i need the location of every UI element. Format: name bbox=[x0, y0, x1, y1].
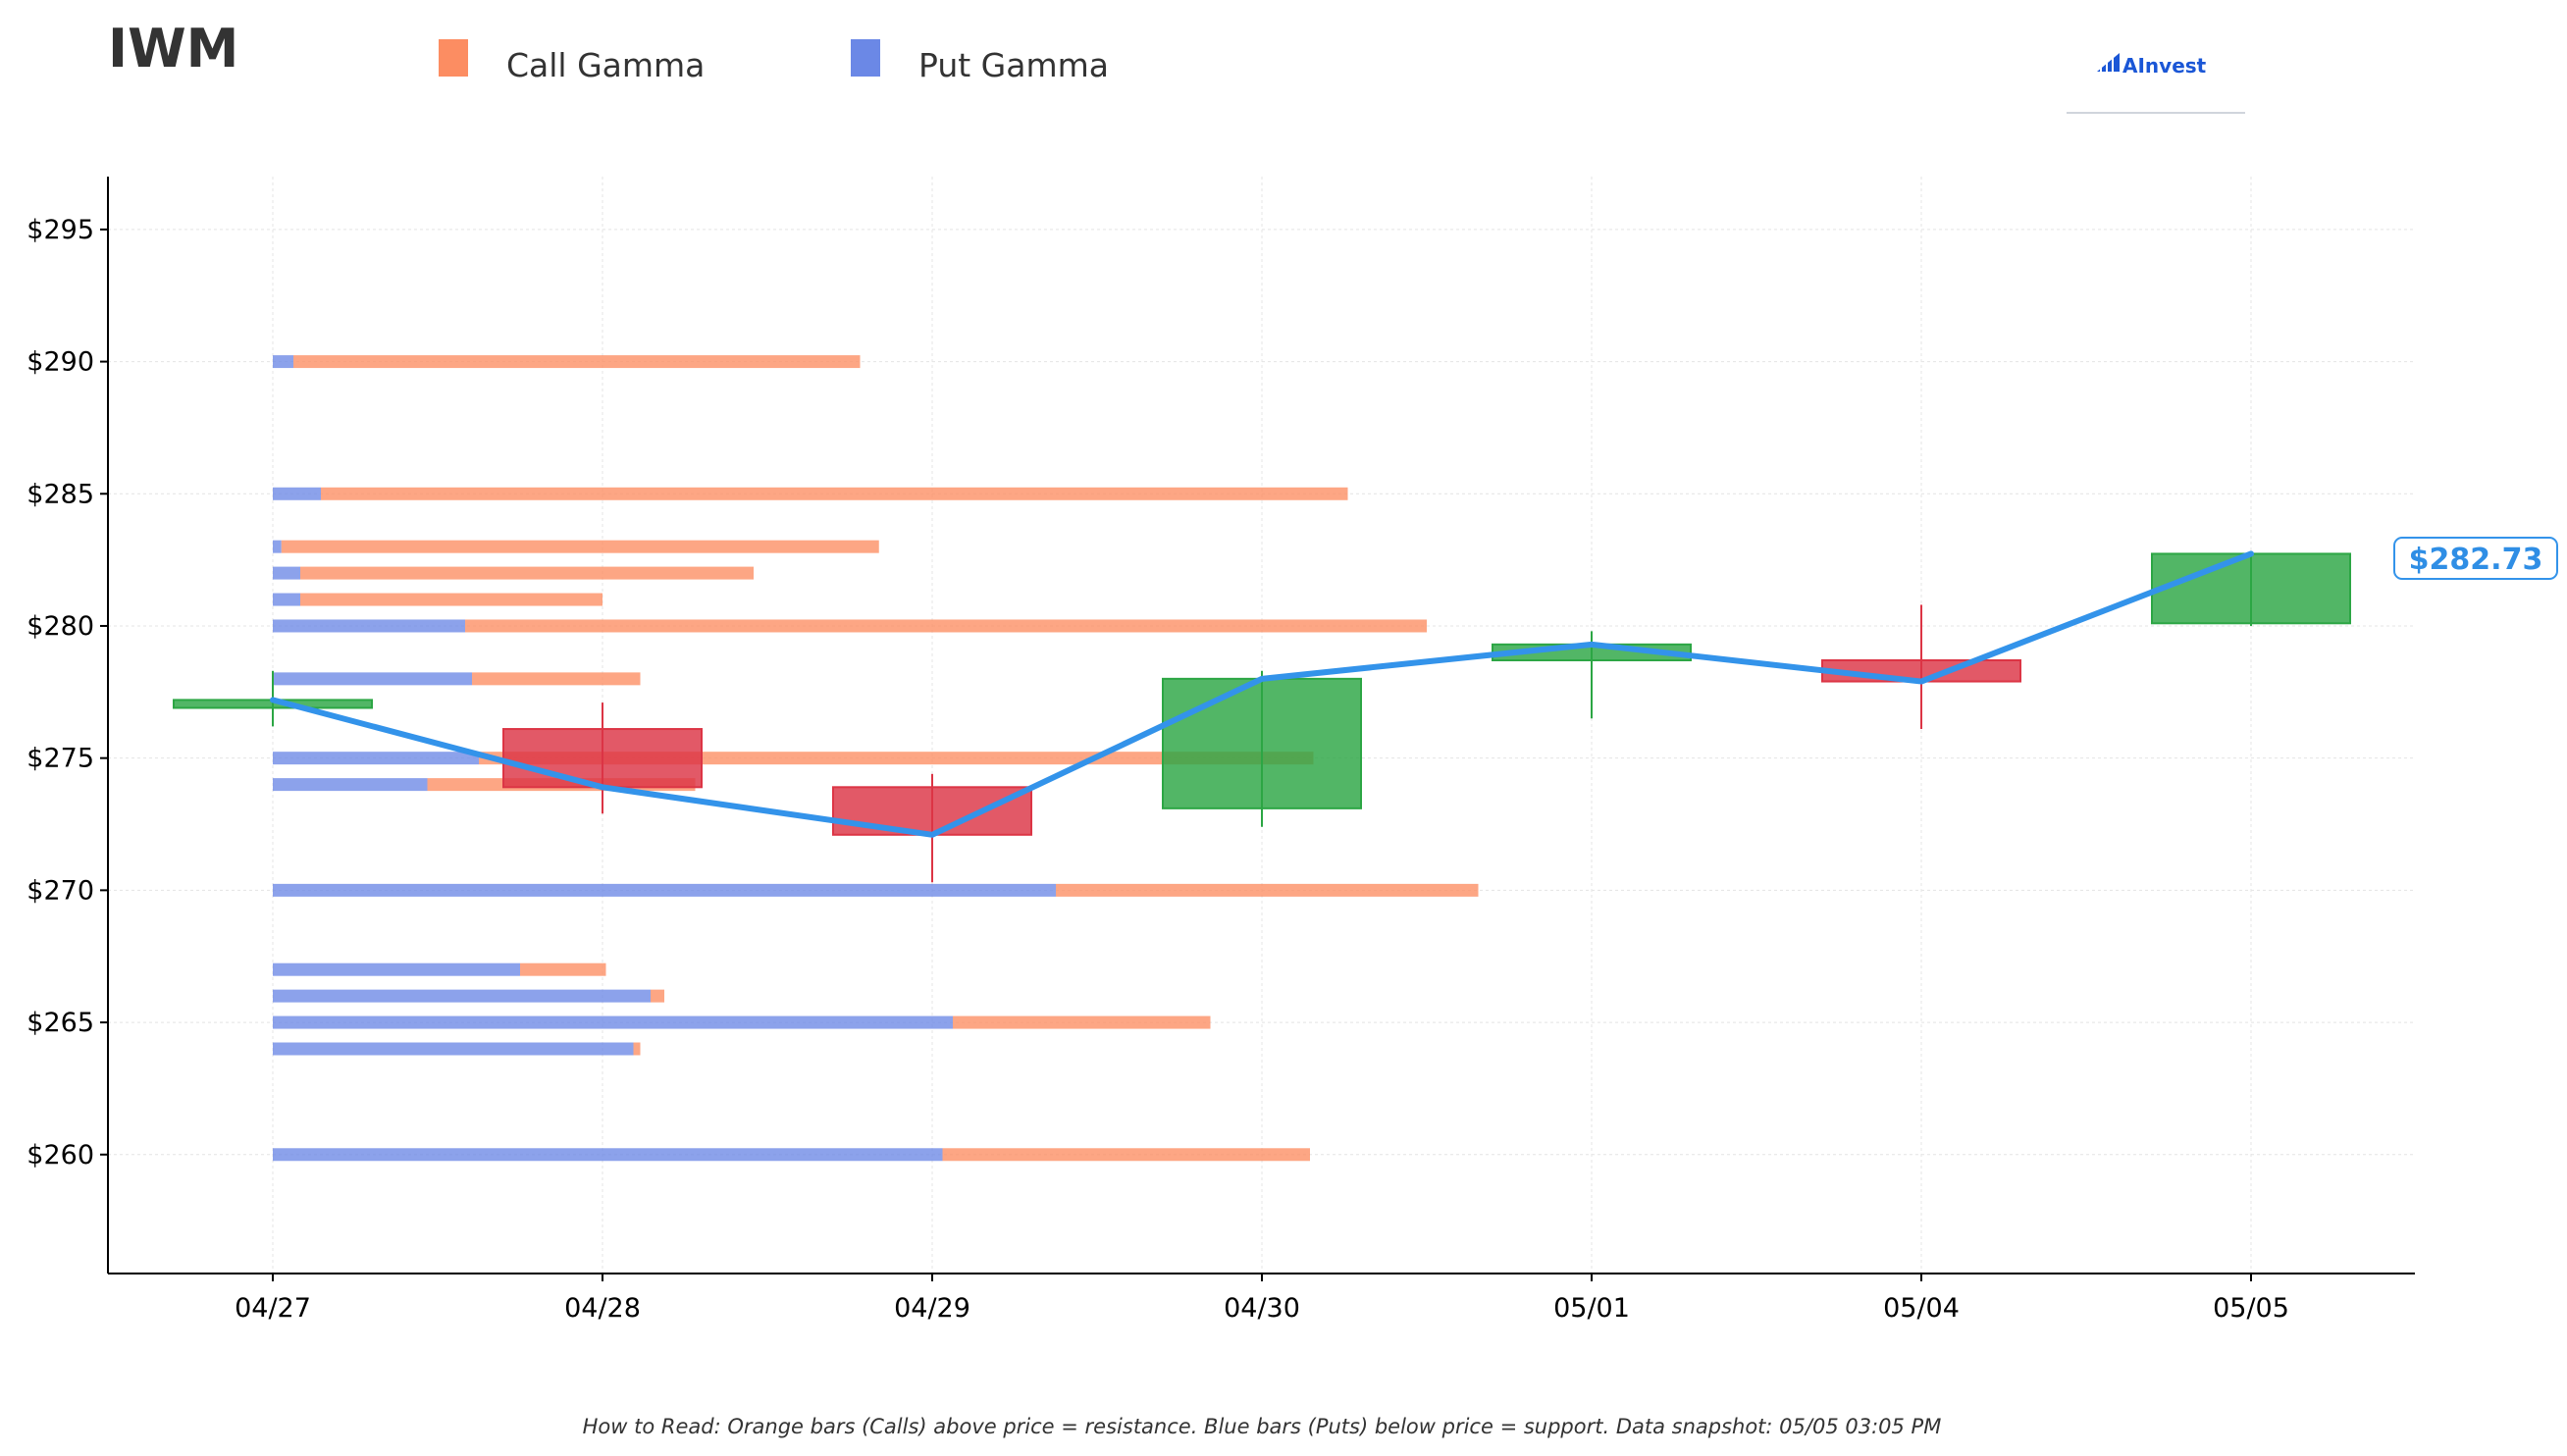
y-tick-label: $275 bbox=[26, 744, 94, 774]
call-gamma-bar bbox=[651, 989, 664, 1003]
current-price-badge: $282.73 bbox=[2393, 537, 2558, 580]
x-tick-label: 05/05 bbox=[2213, 1293, 2289, 1324]
candle-body bbox=[502, 728, 703, 789]
call-gamma-bar bbox=[633, 1042, 641, 1056]
price-line-group bbox=[270, 550, 2254, 838]
put-gamma-bar bbox=[273, 672, 472, 686]
call-gamma-bar bbox=[465, 619, 1427, 633]
y-tick-label: $280 bbox=[26, 611, 94, 642]
y-tick-label: $285 bbox=[26, 479, 94, 509]
call-gamma-bar bbox=[1056, 883, 1479, 897]
put-gamma-bar bbox=[273, 962, 520, 976]
x-tick-label: 04/28 bbox=[564, 1293, 641, 1324]
put-gamma-bar bbox=[273, 619, 465, 633]
put-gamma-bar bbox=[273, 355, 293, 369]
call-gamma-bar bbox=[321, 487, 1348, 500]
price-line bbox=[270, 550, 2254, 838]
call-gamma-bar bbox=[293, 355, 861, 369]
call-gamma-bar bbox=[281, 540, 879, 553]
put-gamma-bar bbox=[273, 778, 428, 792]
call-gamma-bar bbox=[472, 672, 641, 686]
call-gamma-bar bbox=[520, 962, 606, 976]
put-gamma-bar bbox=[273, 1042, 634, 1056]
put-gamma-bar bbox=[273, 752, 479, 765]
put-gamma-bar bbox=[273, 1015, 953, 1029]
axes: $260 $265 $270 $275 $280 $285 $290 $295 04/27 04/… bbox=[26, 177, 2415, 1324]
how-to-read-note: How to Read: Orange bars (Calls) above p… bbox=[583, 1415, 1942, 1438]
gamma-bars bbox=[273, 355, 1479, 1162]
call-gamma-bar bbox=[300, 593, 602, 606]
y-tick-label: $270 bbox=[26, 875, 94, 906]
x-tick-label: 04/29 bbox=[894, 1293, 970, 1324]
x-tick-label: 05/04 bbox=[1883, 1293, 1960, 1324]
y-tick-label: $290 bbox=[26, 347, 94, 378]
current-price-label: $282.73 bbox=[2409, 543, 2543, 577]
candlesticks bbox=[173, 552, 2351, 883]
legend-put-label: Put Gamma bbox=[918, 46, 1109, 84]
put-gamma-bar bbox=[273, 883, 1056, 897]
put-gamma-bar bbox=[273, 487, 321, 500]
legend-call-label: Call Gamma bbox=[506, 46, 705, 84]
call-gamma-bar bbox=[942, 1148, 1310, 1162]
x-tick-label: 04/27 bbox=[235, 1293, 311, 1324]
put-gamma-bar bbox=[273, 1148, 943, 1162]
legend-put-swatch bbox=[851, 39, 880, 77]
chart-title: IWM bbox=[108, 18, 238, 79]
candle-body bbox=[1162, 677, 1362, 809]
put-gamma-bar bbox=[273, 989, 651, 1003]
y-tick-label: $295 bbox=[26, 215, 94, 245]
brand-name: AInvest bbox=[2122, 54, 2207, 78]
y-tick-label: $260 bbox=[26, 1140, 94, 1170]
legend-call-swatch bbox=[439, 39, 468, 77]
x-tick-label: 04/30 bbox=[1224, 1293, 1300, 1324]
call-gamma-bar bbox=[300, 566, 754, 580]
put-gamma-bar bbox=[273, 593, 300, 606]
y-tick-label: $265 bbox=[26, 1008, 94, 1038]
put-gamma-bar bbox=[273, 566, 300, 580]
ainvest-logo-icon: AInvest bbox=[2097, 53, 2207, 78]
candle-body bbox=[2151, 552, 2351, 625]
x-tick-label: 05/01 bbox=[1553, 1293, 1630, 1324]
put-gamma-bar bbox=[273, 540, 282, 553]
call-gamma-bar bbox=[953, 1015, 1211, 1029]
